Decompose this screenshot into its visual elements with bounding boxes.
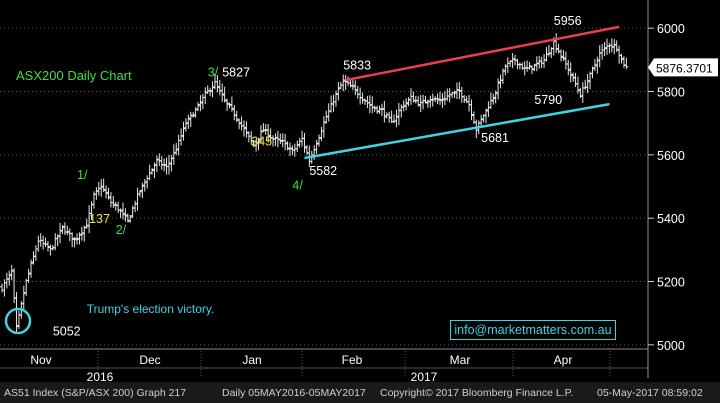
- x-tick-label: Mar: [450, 353, 471, 367]
- x-tick-label: Nov: [30, 353, 51, 367]
- price-annotation: 5681: [481, 131, 509, 145]
- footer-timestamp: 05-May-2017 08:59:02: [597, 387, 703, 399]
- price-annotation: 5827: [222, 66, 250, 80]
- footer-index: AS51 Index (S&P/ASX 200) Graph 217: [4, 387, 187, 399]
- bloomberg-footer: AS51 Index (S&P/ASX 200) Graph 217 Daily…: [0, 382, 720, 403]
- price-annotation: 2/: [116, 223, 127, 237]
- price-annotation: 245: [251, 134, 272, 148]
- price-annotation: 5833: [343, 58, 371, 72]
- election-circle: [4, 307, 32, 335]
- last-price-tag: [648, 58, 718, 77]
- y-tick-label: 5000: [657, 339, 685, 353]
- price-annotation: 5052: [53, 324, 81, 338]
- price-annotation: 137: [89, 212, 110, 226]
- x-year-label: 2016: [87, 370, 114, 382]
- price-annotation: 5956: [554, 14, 582, 28]
- x-tick-label: Feb: [342, 353, 363, 367]
- x-tick-label: Jan: [242, 353, 261, 367]
- price-annotation: 5790: [534, 93, 562, 107]
- y-tick-label: 5600: [657, 149, 685, 163]
- chart-title: ASX200 Daily Chart: [16, 68, 132, 83]
- footer-range: Daily 05MAY2016-05MAY2017: [222, 387, 366, 399]
- support-trend-line: [304, 102, 610, 160]
- x-year-label: 2017: [411, 370, 438, 382]
- asx200-chart: Nov Dec Jan Feb Mar Apr 2016 2017 5000 5200 5400 56…: [0, 0, 718, 382]
- price-annotation: 4/: [292, 179, 303, 193]
- y-tick-label: 5800: [657, 86, 685, 100]
- footer-copyright: Copyright© 2017 Bloomberg Finance L.P.: [380, 387, 574, 399]
- x-tick-label: Apr: [554, 353, 573, 367]
- x-tick-label: Dec: [139, 353, 160, 367]
- y-tick-label: 6000: [657, 22, 685, 36]
- price-annotation: 5582: [309, 164, 337, 178]
- y-tick-label: 5400: [657, 212, 685, 226]
- y-tick-label: 5200: [657, 276, 685, 290]
- price-annotation: 3/: [208, 66, 219, 80]
- election-annotation: Trump's election victory.: [87, 302, 215, 316]
- last-price-label: 5876.3701: [656, 61, 713, 75]
- watermark-email: info@marketmatters.com.au: [450, 320, 616, 340]
- resistance-trend-line: [345, 25, 620, 82]
- price-annotation: 1/: [77, 168, 88, 182]
